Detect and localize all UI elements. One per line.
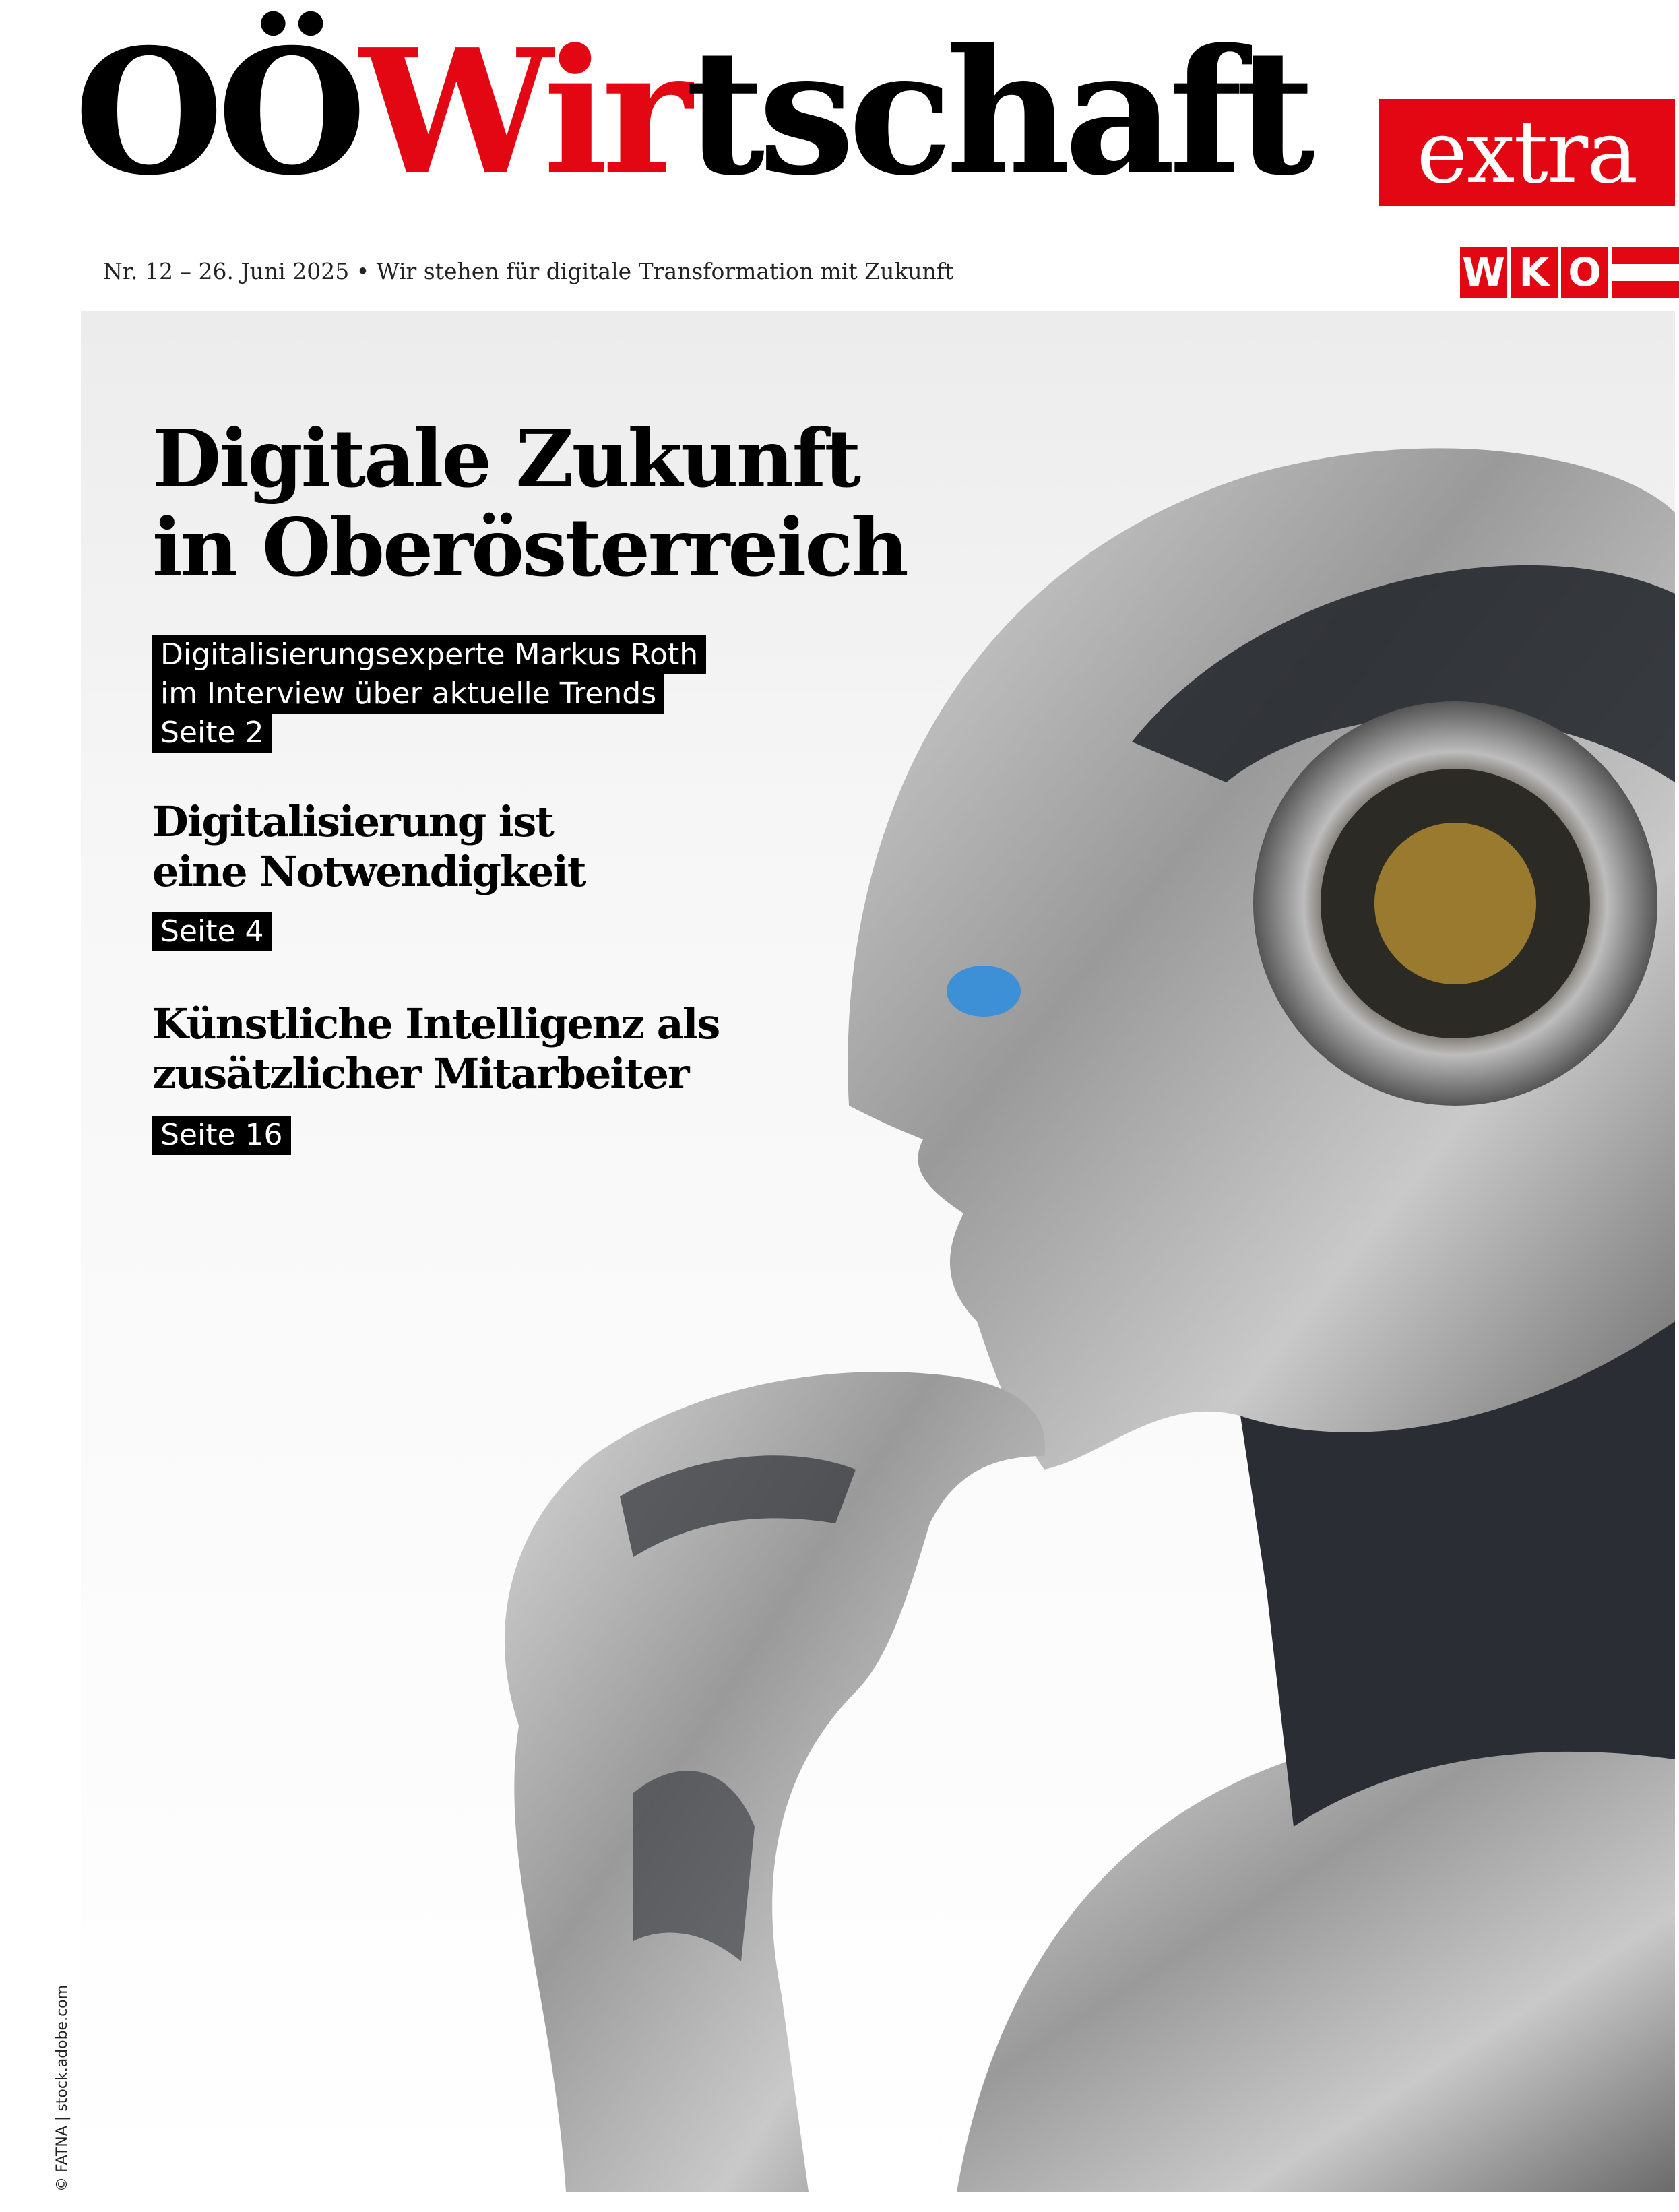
teaser-ki[interactable]: Künstliche Intelligenz als zusätzlicher …: [152, 999, 720, 1099]
teaser-title-line: eine Notwendigkeit: [152, 847, 587, 896]
wko-letter: O: [1561, 247, 1608, 298]
teaser-title-line: Künstliche Intelligenz als: [152, 999, 720, 1048]
extra-badge: extra: [1379, 99, 1675, 206]
headline-line: Digitale Zukunft: [152, 412, 861, 505]
teaser-title-line: Digitalisierung ist: [152, 797, 555, 846]
page-reference: Seite 4: [152, 912, 272, 951]
page-reference: Seite 16: [152, 1116, 291, 1155]
wko-letter: K: [1511, 247, 1558, 298]
teaser-text: im Interview über aktuelle Trends: [152, 674, 665, 714]
headline-line: in Oberösterreich: [152, 501, 909, 594]
teaser-page: Seite 4: [152, 912, 272, 951]
logo-part: OÖ: [74, 12, 367, 214]
robot-illustration: [504, 448, 1675, 2192]
logo-part: tschaft: [685, 12, 1315, 214]
wko-logo: W K O: [1460, 247, 1679, 298]
teaser-digitalisierung[interactable]: Digitalisierung ist eine Notwendigkeit: [152, 797, 587, 897]
teaser-text: Digitalisierungsexperte Markus Roth: [152, 635, 707, 674]
masthead-logo: OÖWirtschaft: [74, 27, 1315, 199]
teaser-title-line: zusätzlicher Mitarbeiter: [152, 1049, 690, 1098]
logo-part-red: Wir: [360, 12, 692, 214]
teaser-interview[interactable]: Digitalisierungsexperte Markus Roth im I…: [152, 635, 707, 753]
austria-flag-icon: [1612, 247, 1679, 298]
wko-letter: W: [1460, 247, 1507, 298]
issue-line: Nr. 12 – 26. Juni 2025 • Wir stehen für …: [103, 258, 954, 284]
page-reference: Seite 2: [152, 714, 272, 753]
teaser-page: Seite 16: [152, 1116, 291, 1155]
cover-headline: Digitale Zukunft in Oberösterreich: [152, 412, 909, 594]
photo-credit: © FATNA | stock.adobe.com: [54, 1984, 71, 2192]
cover-photo-robot: [81, 311, 1675, 2192]
